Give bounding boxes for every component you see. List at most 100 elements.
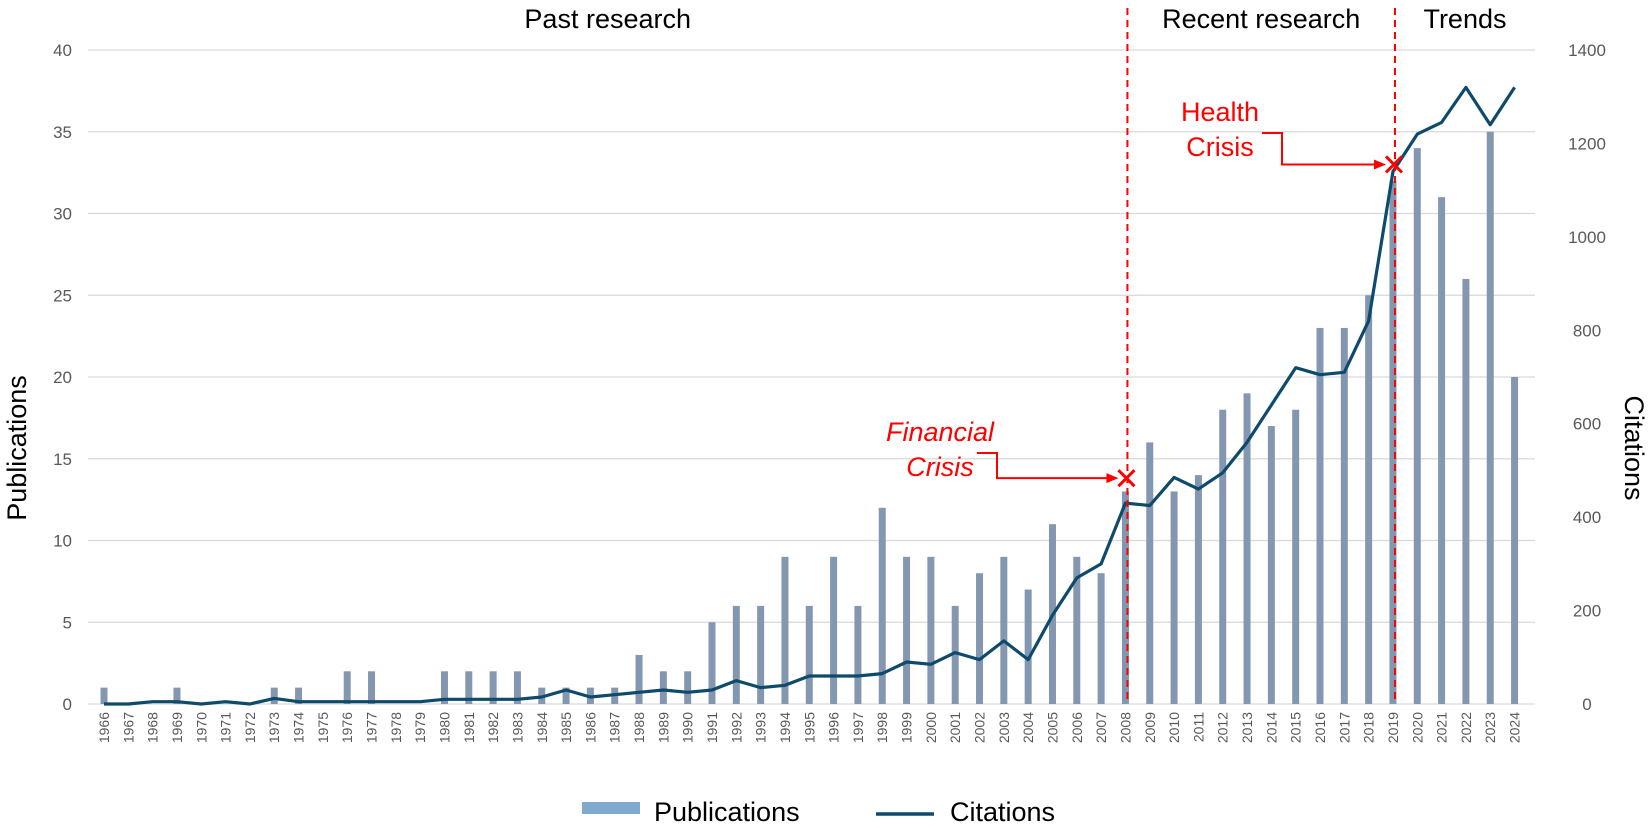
period-label: Past research	[524, 4, 691, 34]
publication-bar	[295, 687, 303, 704]
x-tick-label: 1983	[509, 712, 525, 743]
publication-bar	[270, 687, 278, 704]
x-tick-label: 2012	[1215, 712, 1231, 743]
publication-bar	[781, 556, 789, 704]
left-axis-ticks: 0 5 10 15 20 25 30 35 40	[53, 41, 72, 714]
x-tick-label: 1976	[339, 712, 355, 743]
crisis-marker	[1384, 155, 1404, 174]
left-tick-label: 30	[53, 205, 72, 224]
publication-bar	[1024, 589, 1032, 704]
x-tick-label: 2006	[1069, 712, 1085, 743]
publication-bars	[100, 131, 1519, 705]
left-tick-label: 35	[53, 123, 72, 142]
publication-bar	[684, 671, 692, 704]
x-tick-label: 1966	[96, 712, 112, 743]
left-tick-label: 5	[63, 613, 72, 632]
left-tick-label: 25	[53, 286, 72, 305]
x-tick-label: 2019	[1385, 712, 1401, 743]
x-tick-label: 2016	[1312, 712, 1328, 743]
x-tick-label: 2023	[1482, 712, 1498, 743]
right-axis-ticks: 0 200 400 600 800 1000 1200 1400	[1568, 41, 1606, 714]
publication-bar	[562, 687, 570, 704]
x-tick-label: 1969	[169, 712, 185, 743]
legend-publications-swatch	[582, 802, 640, 814]
right-tick-label: 1000	[1568, 228, 1606, 247]
publication-bar	[173, 687, 181, 704]
x-tick-label: 2011	[1190, 712, 1206, 742]
x-tick-label: 1999	[899, 712, 915, 743]
publication-bar	[1438, 197, 1446, 704]
x-tick-label: 2009	[1142, 712, 1158, 743]
x-tick-label: 2010	[1166, 712, 1182, 743]
x-tick-label: 2018	[1361, 712, 1377, 743]
publication-bar	[1316, 327, 1324, 704]
right-tick-label: 400	[1573, 508, 1601, 527]
publication-bar	[927, 556, 935, 704]
x-tick-label: 2024	[1507, 712, 1523, 743]
crisis-annotations: Financial Crisis Health Crisis	[886, 97, 1404, 488]
publication-bar	[1170, 491, 1178, 704]
publication-bar	[635, 654, 643, 704]
x-tick-label: 1992	[728, 712, 744, 743]
x-tick-label: 1970	[193, 712, 209, 743]
annotation-line-2: Crisis	[1186, 132, 1254, 162]
x-tick-label: 1975	[315, 712, 331, 743]
crisis-annotation: Financial Crisis	[886, 417, 1136, 488]
x-tick-label: 2002	[972, 712, 988, 743]
x-tick-label: 1986	[582, 712, 598, 743]
x-tick-label: 1977	[364, 712, 380, 743]
right-tick-label: 200	[1573, 602, 1601, 621]
x-tick-label: 1988	[631, 712, 647, 743]
left-tick-label: 0	[63, 695, 72, 714]
x-tick-label: 1996	[826, 712, 842, 743]
x-tick-label: 2008	[1117, 712, 1133, 743]
annotation-callout	[977, 452, 1113, 480]
x-tick-label: 2022	[1458, 712, 1474, 743]
period-label: Recent research	[1162, 4, 1360, 34]
right-tick-label: 1200	[1568, 134, 1606, 153]
x-tick-label: 2014	[1263, 712, 1279, 743]
x-tick-label: 1993	[753, 712, 769, 743]
grid-lines	[88, 49, 1535, 705]
publication-bar	[951, 605, 959, 704]
period-labels: Past research Recent research Trends	[524, 4, 1506, 34]
x-tick-label: 1984	[534, 712, 550, 743]
publication-bar	[1194, 475, 1202, 704]
publication-bar	[1146, 442, 1154, 704]
publication-bar	[1389, 180, 1397, 705]
publication-bar	[878, 507, 886, 704]
legend-publications-label: Publications	[654, 797, 800, 827]
x-tick-label: 1995	[801, 712, 817, 743]
publication-bar	[465, 671, 473, 704]
x-tick-label: 1979	[412, 712, 428, 743]
x-tick-label: 1978	[388, 712, 404, 743]
annotation-line-1: Financial	[886, 417, 995, 447]
publication-bar	[1365, 295, 1373, 704]
x-tick-label: 2000	[923, 712, 939, 743]
publication-bar	[1292, 409, 1300, 704]
publication-bar	[489, 671, 497, 704]
x-tick-label: 1991	[704, 712, 720, 743]
x-tick-label: 1989	[655, 712, 671, 743]
publication-bar	[732, 605, 740, 704]
publication-bar	[1511, 377, 1519, 704]
x-tick-label: 1972	[242, 712, 258, 743]
x-tick-label: 2013	[1239, 712, 1255, 743]
x-tick-label: 1967	[120, 712, 136, 743]
x-axis-ticks: 1966 1967 1968 1969 1970 1971 1972 1973 1974 1975…	[96, 712, 1523, 743]
publication-bar	[440, 671, 448, 704]
x-tick-label: 2021	[1434, 712, 1450, 743]
publication-bar	[1462, 278, 1470, 704]
x-tick-label: 1994	[777, 712, 793, 743]
publication-bar	[1413, 148, 1421, 705]
x-tick-label: 2001	[947, 712, 963, 743]
crisis-marker	[1117, 469, 1136, 488]
annotation-callout	[1262, 132, 1380, 166]
annotation-line-1: Health	[1181, 97, 1259, 127]
publication-bar	[1219, 409, 1227, 704]
x-tick-label: 1982	[485, 712, 501, 743]
x-tick-label: 2017	[1336, 712, 1352, 743]
x-tick-label: 2015	[1288, 712, 1304, 743]
publication-bar	[659, 671, 667, 704]
x-tick-label: 1968	[145, 712, 161, 743]
